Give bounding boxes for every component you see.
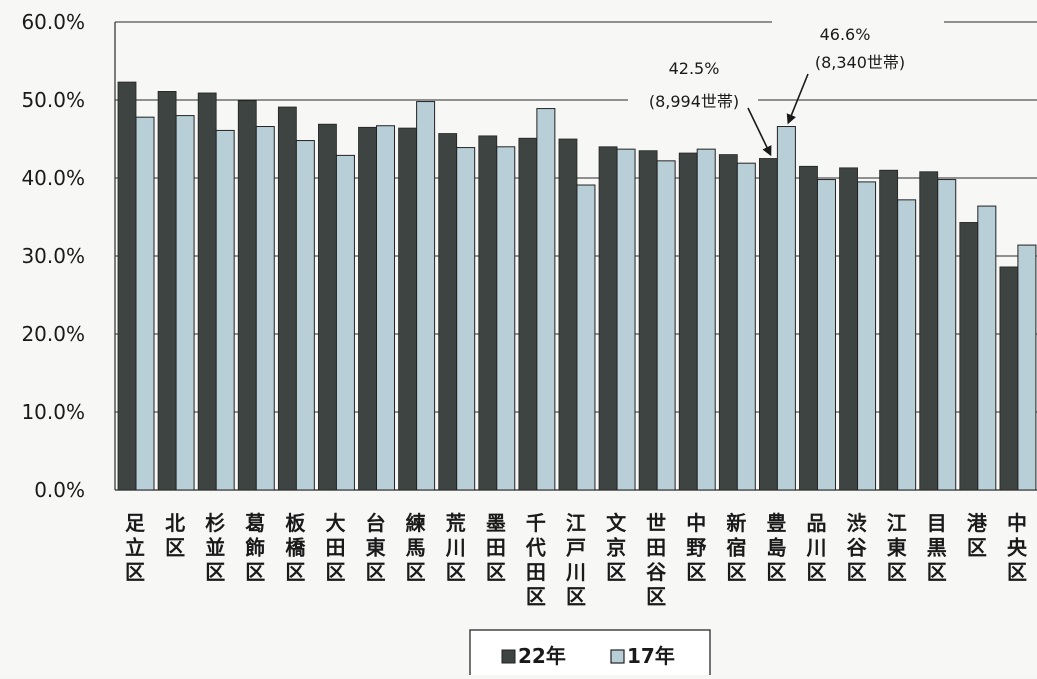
bar-17-中野区 [696,148,716,491]
y-tick-label: 50.0% [21,88,85,112]
bar-22-葛飾区 [237,100,257,491]
bar-22-板橋区 [277,106,297,491]
bar-22-墨田区 [478,135,498,491]
x-tick-label: 渋谷区 [847,511,868,584]
bar-17-北区 [175,115,195,491]
bar-22-江東区 [879,169,899,491]
bar-17-杉並区 [215,129,235,491]
bar-17-目黒区 [937,179,957,491]
bar-22-北区 [157,91,177,491]
bar-22-杉並区 [197,92,217,491]
bar-17-文京区 [616,148,636,491]
y-tick-label: 60.0% [21,10,85,34]
x-tick-label: 港区 [967,511,988,560]
bar-17-荒川区 [456,147,476,491]
y-tick-label: 40.0% [21,166,85,190]
x-tick-label: 江戸川区 [565,511,586,609]
x-tick-label: 中央区 [1007,511,1028,584]
legend-label-17: 17年 [627,644,675,668]
annotation-17-value: 46.6% [820,25,871,44]
x-tick-label: 墨田区 [486,511,506,584]
bar-17-大田区 [335,154,355,491]
bar-17-港区 [977,205,997,491]
x-tick-label: 豊島区 [766,511,786,584]
bar-17-渋谷区 [857,181,877,491]
bar-17-江戸川区 [576,184,596,491]
x-tick-label: 品川区 [806,511,827,584]
bar-22-品川区 [799,165,818,491]
bar-22-新宿区 [718,154,738,491]
bar-17-品川区 [816,179,836,491]
bar-22-千代田区 [518,137,538,491]
x-tick-label: 足立区 [125,511,146,584]
x-tick-label: 大田区 [325,511,345,584]
x-tick-label: 文京区 [606,511,627,584]
x-tick-label: 江東区 [887,511,907,584]
bar-17-足立区 [135,116,155,491]
bar-17-千代田区 [536,108,556,491]
x-tick-label: 目黒区 [927,511,947,584]
bar-22-文京区 [598,146,618,491]
bar-22-荒川区 [438,133,458,491]
x-tick-label: 千代田区 [525,511,546,609]
x-tick-label: 板橋区 [285,511,306,584]
bar-17-練馬区 [416,101,436,491]
x-tick-label: 葛飾区 [244,511,265,584]
bar-22-江戸川区 [558,138,578,491]
legend-swatch-22 [501,649,516,664]
bar-17-墨田区 [496,146,516,491]
bar-22-目黒区 [919,171,939,491]
bar-22-足立区 [117,81,137,491]
bar-17-江東区 [897,199,917,491]
bar-22-大田区 [318,123,337,491]
bar-17-葛飾区 [255,126,275,491]
legend-box [469,629,711,679]
bar-22-港区 [959,222,979,491]
annotation-22-detail: (8,994世帯) [649,92,739,111]
bar-22-渋谷区 [839,167,858,491]
x-tick-label: 世田谷区 [646,511,667,609]
y-tick-label: 30.0% [21,244,85,268]
bar-17-板橋区 [295,140,315,491]
y-tick-label: 10.0% [21,400,85,424]
y-tick-label: 20.0% [21,322,85,346]
bar-17-新宿区 [736,162,756,491]
annotation-bg-17 [772,14,944,44]
x-tick-label: 中野区 [686,511,706,584]
annotation-17-detail: (8,340世帯) [815,53,905,72]
x-tick-label: 台東区 [366,511,386,584]
x-tick-label: 新宿区 [726,511,746,584]
bar-22-豊島区 [758,158,778,491]
legend: 22年 17年 [469,629,711,679]
bar-17-世田谷区 [656,160,676,491]
x-tick-label: 北区 [165,511,185,560]
bar-17-台東区 [376,125,396,491]
bars [117,81,1037,491]
legend-swatch-17 [610,649,625,664]
bar-17-中央区 [1017,244,1037,491]
annotation-arrow-22 [747,107,772,157]
annotations: 42.5% (8,994世帯) 46.6% (8,340世帯) [628,14,944,157]
annotation-22-value: 42.5% [669,59,720,78]
bar-22-練馬区 [398,127,418,491]
bar-22-中野区 [678,152,698,491]
annotation-arrow-17 [786,73,809,125]
x-tick-label: 荒川区 [445,511,466,584]
legend-label-22: 22年 [518,644,566,668]
bar-22-世田谷区 [638,150,658,491]
x-tick-label: 練馬区 [406,511,426,584]
bar-22-台東区 [358,126,377,491]
x-tick-label: 杉並区 [205,511,225,584]
y-tick-label: 0.0% [34,478,85,502]
annotation-bg-22 [628,84,758,114]
bar-22-中央区 [999,266,1019,491]
bar-17-豊島区 [776,126,796,491]
